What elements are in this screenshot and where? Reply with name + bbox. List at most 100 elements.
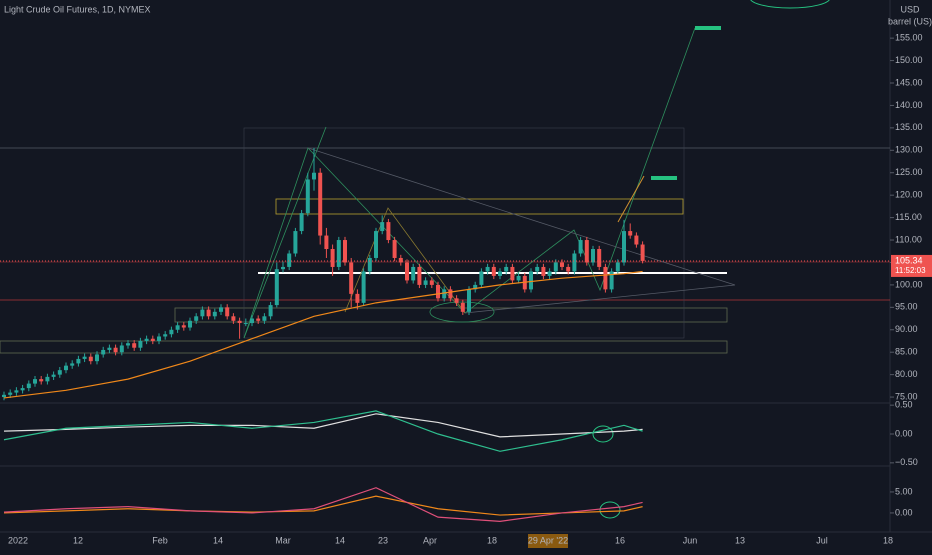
moving-average [3, 270, 643, 399]
candle-body [287, 253, 292, 267]
y-tick-label: 5.00 [895, 486, 913, 496]
y-tick-label: 115.00 [895, 212, 922, 222]
candle-body [405, 262, 409, 281]
y-tick-label: 155.00 [895, 33, 923, 43]
candle-body [225, 307, 230, 317]
y-tick-label: 80.00 [895, 369, 918, 379]
candle-body [268, 305, 273, 317]
y-tick-label: 140.00 [895, 100, 923, 110]
candle-body [305, 179, 310, 214]
candle-body [57, 370, 62, 375]
candle-body [336, 240, 341, 267]
candle-body [367, 257, 372, 272]
candle-body [386, 222, 391, 241]
candle-body [634, 235, 639, 245]
x-tick-label: 29 Apr '22 [528, 535, 568, 545]
candle-body [64, 365, 68, 371]
x-tick-label: Jul [816, 535, 828, 545]
candle-body [485, 266, 490, 272]
candle-body [250, 318, 254, 324]
x-tick-label: 18 [883, 535, 893, 545]
candle-body [312, 172, 316, 180]
candle-body [70, 363, 75, 366]
last-price-box [891, 254, 932, 277]
candle-body [262, 316, 267, 321]
candle-body [76, 358, 81, 364]
candle-body [194, 316, 199, 321]
candle-body [380, 222, 385, 232]
candle-body [138, 340, 143, 348]
candle-body [504, 266, 509, 272]
candle-body [181, 325, 186, 328]
candle-body [2, 394, 6, 398]
candle-body [113, 347, 118, 353]
candle-body [442, 289, 447, 299]
candle-body [33, 379, 37, 384]
candle-body [188, 320, 192, 328]
candle-body [88, 356, 93, 362]
x-tick-label: Apr [423, 535, 437, 545]
y-tick-label: 100.00 [895, 279, 923, 289]
candle-body [398, 257, 403, 263]
candle-body [355, 293, 360, 303]
candle-body [293, 231, 298, 254]
candle-body [274, 269, 279, 306]
candle-body [107, 347, 112, 350]
indicator-line [3, 495, 643, 516]
candle-body [237, 320, 242, 324]
candle-body [243, 323, 248, 325]
candle-body [175, 325, 180, 330]
candle-body [547, 271, 552, 276]
y-tick-label: 125.00 [895, 167, 923, 177]
candle-body [640, 244, 645, 261]
crosshair-date-box [528, 534, 568, 548]
candle-body [144, 338, 149, 341]
x-tick-label: 16 [615, 535, 625, 545]
candle-body [119, 345, 124, 353]
candle-body [603, 266, 608, 290]
y-tick-label: 0.00 [895, 428, 913, 438]
candle-body [429, 280, 434, 285]
candle-body [8, 392, 13, 395]
candle-body [200, 309, 205, 317]
y-tick-label: 145.00 [895, 77, 923, 87]
candle-body [578, 240, 583, 254]
candle-body [150, 338, 155, 341]
candle-body [330, 249, 335, 267]
candle-body [615, 262, 620, 272]
candle-body [535, 266, 540, 272]
candle-body [572, 253, 577, 272]
y-tick-label: 110.00 [895, 234, 922, 244]
candle-body [126, 343, 130, 346]
candle-body [132, 343, 137, 348]
candle-body [553, 262, 558, 272]
y-tick-label: 150.00 [895, 55, 923, 65]
y-tick-label: 0.50 [895, 400, 913, 410]
x-tick-label: 23 [378, 535, 388, 545]
candle-body [436, 284, 440, 299]
indicator-line [3, 413, 643, 438]
candle-body [473, 284, 478, 290]
x-tick-label: 12 [73, 535, 83, 545]
x-tick-label: 2022 [8, 535, 28, 545]
y-tick-label: 85.00 [895, 347, 918, 357]
x-tick-label: 14 [335, 535, 345, 545]
candle-body [560, 262, 564, 267]
candle-body [82, 356, 87, 359]
candle-body [498, 271, 502, 276]
candle-body [157, 336, 161, 341]
candle-body [219, 307, 223, 312]
candle-body [529, 271, 533, 290]
y-tick-label: 75.00 [895, 391, 918, 401]
candle-body [467, 289, 471, 312]
x-tick-label: Mar [275, 535, 291, 545]
candle-body [163, 334, 168, 337]
x-tick-label: 18 [487, 535, 497, 545]
candle-body [281, 266, 285, 270]
symbol-title: Light Crude Oil Futures, 1D, NYMEX [4, 4, 151, 14]
candle-body [516, 275, 521, 281]
candle-body [591, 249, 595, 263]
candle-body [479, 271, 484, 285]
indicator-line [3, 410, 643, 452]
